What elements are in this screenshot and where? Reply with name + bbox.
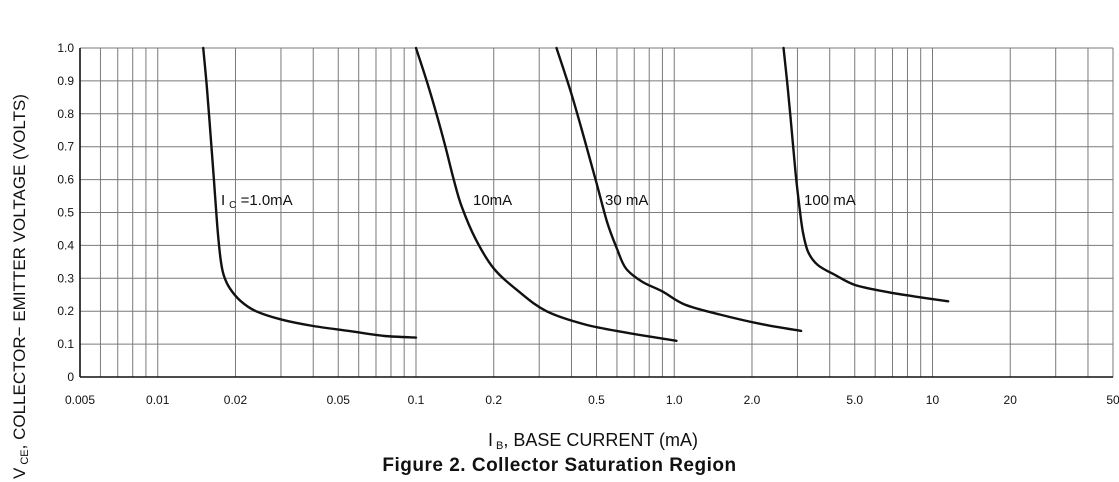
y-tick-label: 0.3	[57, 271, 74, 285]
x-tick-label: 20	[1004, 393, 1018, 407]
y-tick-label: 0.9	[57, 74, 74, 88]
y-tick-label: 0.4	[57, 238, 74, 252]
x-tick-label: 10	[926, 393, 940, 407]
y-tick-label: 0	[67, 370, 74, 384]
y-axis-label: VCE, COLLECTOR− EMITTER VOLTAGE (VOLTS)	[10, 94, 31, 479]
x-tick-label: 0.005	[65, 393, 95, 407]
x-tick-label: 50	[1106, 393, 1119, 407]
series-line-3	[555, 46, 803, 333]
x-tick-label: 0.01	[146, 393, 170, 407]
figure-caption: Figure 2. Collector Saturation Region	[382, 455, 737, 476]
y-tick-label: 0.6	[57, 173, 74, 187]
x-tick-label: 0.02	[224, 393, 248, 407]
y-tick-label: 0.5	[57, 206, 74, 220]
y-tick-labels: 0 0.1 0.2 0.3 0.4 0.5 0.6 0.7 0.8 0.9 1.0	[57, 41, 74, 384]
x-tick-label: 0.1	[408, 393, 425, 407]
x-tick-label: 0.5	[588, 393, 605, 407]
x-tick-label: 5.0	[846, 393, 863, 407]
axes	[79, 48, 1113, 378]
series-label-4: 100 mA	[804, 192, 856, 209]
y-tick-label: 0.1	[57, 337, 74, 351]
y-tick-label: 0.8	[57, 107, 74, 121]
x-tick-label: 2.0	[744, 393, 761, 407]
x-tick-label: 0.05	[327, 393, 351, 407]
x-tick-label: 1.0	[666, 393, 683, 407]
series-line-2	[414, 46, 678, 343]
series-line-4	[782, 46, 950, 303]
series-label-3: 30 mA	[605, 192, 648, 209]
y-tick-label: 0.7	[57, 140, 74, 154]
x-axis-label: I B, BASE CURRENT (mA)	[488, 430, 698, 452]
y-tick-label: 1.0	[57, 41, 74, 55]
curves	[202, 46, 950, 343]
series-line-1	[202, 46, 418, 339]
series-label-2: 10mA	[473, 192, 512, 209]
y-tick-label: 0.2	[57, 304, 74, 318]
x-tick-label: 0.2	[485, 393, 502, 407]
x-tick-labels: 0.005 0.01 0.02 0.05 0.1 0.2 0.5 1.0 2.0 5.0 10 20 5…	[65, 393, 1119, 407]
